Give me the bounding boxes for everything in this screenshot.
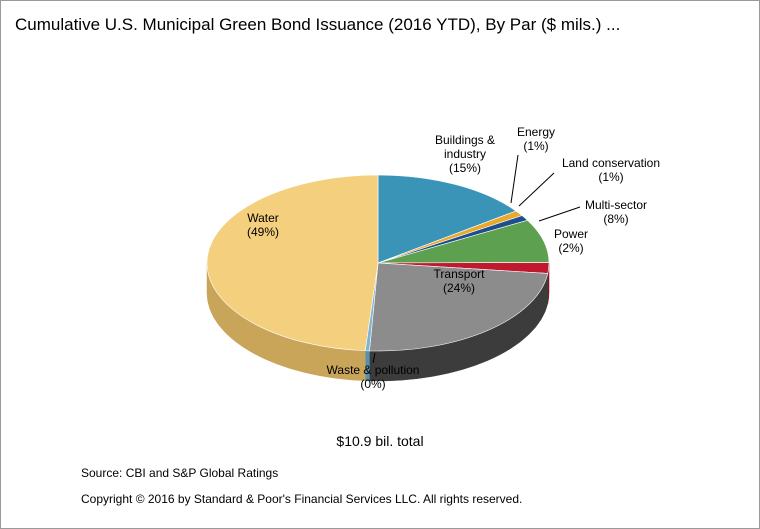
slice-water	[206, 174, 379, 352]
slice-buildings-industry	[377, 174, 517, 264]
source-note: Source: CBI and S&P Global Ratings	[81, 466, 279, 480]
slice-label-buildings-industry: Buildings & industry (15%)	[435, 133, 495, 175]
leader-line-energy	[510, 154, 519, 204]
slice-label-energy: Energy (1%)	[517, 125, 555, 153]
slice-label-multi-sector: Multi-sector (8%)	[585, 198, 647, 226]
chart-title: Cumulative U.S. Municipal Green Bond Iss…	[15, 15, 621, 34]
slice-transport	[369, 262, 549, 352]
leader-line-land-conservation	[518, 172, 555, 207]
leader-line-waste-pollution	[372, 352, 376, 364]
slice-label-water: Water (49%)	[247, 211, 279, 239]
slice-label-waste-pollution: Waste & pollution (0%)	[327, 363, 420, 391]
total-label: $10.9 bil. total	[336, 433, 424, 449]
slice-label-transport: Transport (24%)	[434, 267, 486, 295]
slice-label-power: Power (2%)	[554, 227, 588, 255]
slice-label-land-conservation: Land conservation (1%)	[562, 156, 660, 184]
leader-line-multi-sector	[538, 206, 581, 222]
copyright-note: Copyright © 2016 by Standard & Poor's Fi…	[81, 492, 523, 506]
